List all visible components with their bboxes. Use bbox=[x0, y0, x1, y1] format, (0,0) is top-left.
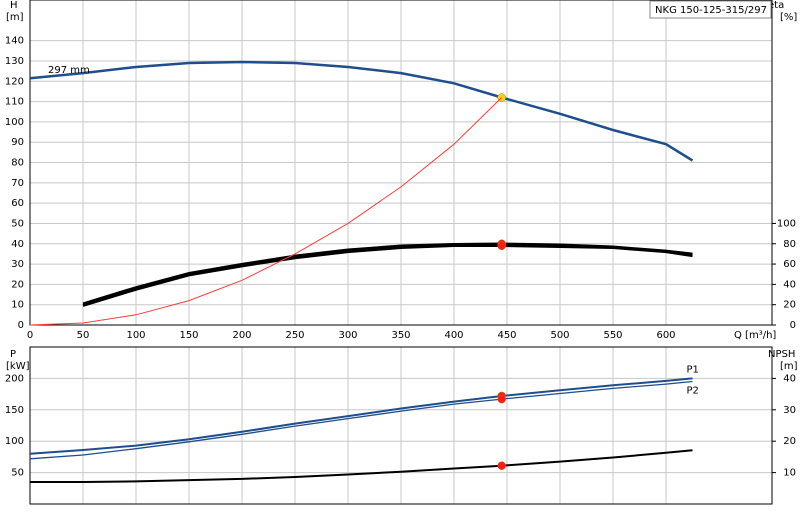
y-tick-label: 130 bbox=[5, 56, 24, 67]
series-line bbox=[30, 449, 693, 483]
x-tick-label: 350 bbox=[391, 330, 410, 341]
y2-tick-label: 100 bbox=[777, 218, 796, 229]
y-tick-label: 70 bbox=[11, 178, 24, 189]
y-tick-label: 10 bbox=[11, 300, 24, 311]
duty-point bbox=[497, 241, 506, 251]
y-tick-label: 120 bbox=[5, 76, 24, 87]
x-tick-label: 0 bbox=[27, 330, 33, 341]
y-axis-unit: [m] bbox=[6, 12, 24, 23]
y-tick-label: 150 bbox=[5, 405, 24, 416]
x-axis-label: Q [m³/h] bbox=[734, 330, 776, 341]
y-tick-label: 80 bbox=[11, 158, 24, 169]
series-line bbox=[29, 377, 693, 455]
x-tick-label: 600 bbox=[656, 330, 675, 341]
y-tick-label: 30 bbox=[11, 259, 24, 270]
x-tick-label: 250 bbox=[285, 330, 304, 341]
x-tick-label: 400 bbox=[444, 330, 463, 341]
y2-axis-label: eta bbox=[768, 0, 784, 11]
y-tick-label: 90 bbox=[11, 137, 24, 148]
title-box bbox=[649, 0, 772, 19]
duty-point bbox=[497, 461, 506, 470]
y-tick-label: 0 bbox=[18, 320, 24, 331]
y-axis-label: H bbox=[10, 0, 18, 11]
y2-tick-label: 10 bbox=[783, 468, 796, 479]
y-tick-label: 60 bbox=[11, 198, 24, 209]
y-tick-label: 140 bbox=[5, 36, 24, 47]
y-tick-label: 50 bbox=[11, 218, 24, 229]
series-label: P2 bbox=[687, 386, 699, 397]
x-tick-label: 200 bbox=[232, 330, 251, 341]
series-label: P1 bbox=[687, 364, 699, 375]
y2-tick-label: 40 bbox=[783, 279, 796, 290]
series-line bbox=[29, 380, 693, 460]
plot-frame bbox=[29, 0, 773, 326]
y-tick-label: 20 bbox=[11, 279, 24, 290]
x-tick-label: 450 bbox=[497, 330, 516, 341]
y2-tick-label: 20 bbox=[783, 300, 796, 311]
series-line bbox=[29, 97, 503, 326]
x-tick-label: 550 bbox=[603, 330, 622, 341]
y2-tick-label: 30 bbox=[783, 405, 796, 416]
y2-tick-label: 20 bbox=[783, 436, 796, 447]
y-axis-label: P bbox=[10, 349, 16, 360]
y2-axis-label: NPSH bbox=[768, 349, 795, 360]
duty-point bbox=[497, 394, 506, 404]
chart-title: NKG 150-125-315/297 bbox=[655, 5, 767, 16]
x-tick-label: 50 bbox=[77, 330, 90, 341]
y2-axis-unit: [%] bbox=[780, 12, 797, 23]
series-line bbox=[82, 244, 693, 307]
y2-tick-label: 0 bbox=[790, 320, 796, 331]
y-tick-label: 100 bbox=[5, 436, 24, 447]
x-tick-label: 100 bbox=[126, 330, 145, 341]
y2-axis-unit: [m] bbox=[780, 361, 798, 372]
y2-tick-label: 60 bbox=[783, 259, 796, 270]
y2-tick-label: 40 bbox=[783, 373, 796, 384]
y-axis-unit: [kW] bbox=[6, 361, 30, 372]
y-tick-label: 200 bbox=[5, 373, 24, 384]
series-line bbox=[29, 60, 694, 162]
y-tick-label: 40 bbox=[11, 239, 24, 250]
y-tick-label: 100 bbox=[5, 117, 24, 128]
series-label: 297 mm bbox=[48, 65, 90, 76]
y2-tick-label: 80 bbox=[783, 239, 796, 250]
series-line bbox=[82, 242, 693, 305]
x-tick-label: 300 bbox=[338, 330, 357, 341]
y-tick-label: 110 bbox=[5, 97, 24, 108]
y-tick-label: 50 bbox=[11, 468, 24, 479]
plot-frame bbox=[29, 346, 773, 505]
x-tick-label: 500 bbox=[550, 330, 569, 341]
x-tick-label: 150 bbox=[179, 330, 198, 341]
